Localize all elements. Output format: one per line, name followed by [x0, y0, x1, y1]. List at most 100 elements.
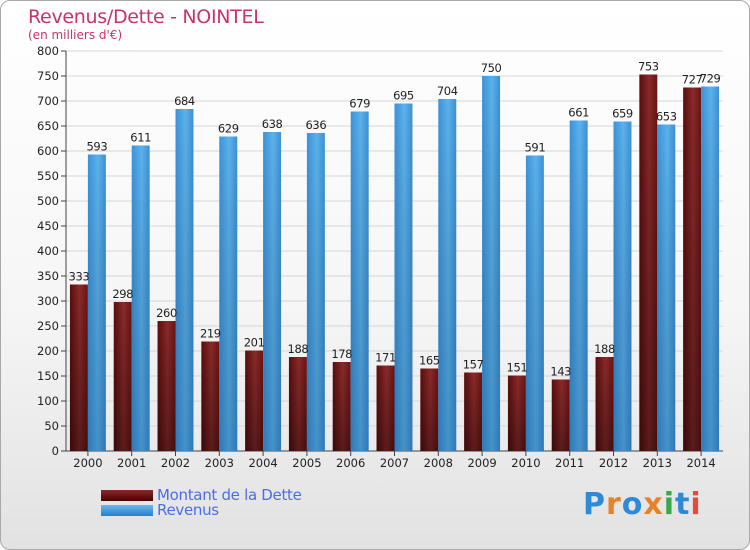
- data-label-revenue: 750: [481, 61, 502, 75]
- bar-shade-debt: [376, 365, 395, 451]
- logo-letter: r: [606, 487, 622, 522]
- data-label-revenue: 704: [437, 84, 458, 98]
- x-tick-label: 2004: [248, 456, 277, 470]
- data-label-revenue: 684: [174, 94, 195, 108]
- data-label-debt: 188: [594, 342, 615, 356]
- data-label-revenue: 729: [700, 72, 721, 86]
- data-label-debt: 143: [550, 365, 571, 379]
- data-label-revenue: 679: [349, 97, 370, 111]
- chart-title: Revenus/Dette - NOINTEL: [28, 6, 264, 28]
- bar-shade-revenue: [175, 109, 194, 451]
- y-tick-label: 450: [37, 219, 59, 233]
- data-label-debt: 201: [244, 336, 265, 350]
- data-label-debt: 219: [200, 327, 221, 341]
- logo-letter: o: [621, 487, 644, 522]
- data-label-revenue: 611: [130, 131, 151, 145]
- y-tick-label: 550: [37, 169, 59, 183]
- bar-shade-revenue: [613, 121, 632, 451]
- logo-letter: i: [663, 487, 676, 522]
- x-tick-label: 2009: [467, 456, 496, 470]
- chart-subtitle: (en milliers d'€): [28, 28, 123, 42]
- data-label-revenue: 638: [262, 117, 283, 131]
- data-label-debt: 165: [419, 354, 440, 368]
- bar-shade-debt: [201, 341, 220, 451]
- data-label-debt: 260: [156, 306, 177, 320]
- bar-shade-revenue: [657, 124, 676, 451]
- data-label-debt: 753: [638, 60, 659, 74]
- bar-shade-revenue: [438, 99, 457, 451]
- bar-shade-debt: [245, 350, 264, 451]
- proxiti-logo: Proxiti: [583, 487, 702, 522]
- bar-shade-debt: [157, 321, 176, 451]
- y-tick-label: 0: [52, 444, 59, 458]
- bars: [69, 74, 720, 456]
- y-tick-label: 300: [37, 294, 59, 308]
- y-tick-label: 350: [37, 269, 59, 283]
- bar-shade-revenue: [263, 132, 282, 451]
- bar-shade-debt: [288, 357, 307, 451]
- y-tick-label: 800: [37, 44, 59, 58]
- y-tick-label: 500: [37, 194, 59, 208]
- bar-shade-revenue: [394, 103, 413, 451]
- bar-shade-debt: [69, 284, 88, 451]
- x-tick-label: 2010: [511, 456, 540, 470]
- data-label-revenue: 661: [568, 106, 589, 120]
- data-label-revenue: 653: [656, 110, 677, 124]
- x-tick-label: 2013: [643, 456, 672, 470]
- y-tick-label: 650: [37, 119, 59, 133]
- logo-letter: t: [675, 487, 691, 522]
- x-tick-label: 2001: [117, 456, 146, 470]
- x-tick-label: 2003: [205, 456, 234, 470]
- x-tick-label: 2008: [424, 456, 453, 470]
- y-tick-label: 250: [37, 319, 59, 333]
- data-label-revenue: 695: [393, 89, 414, 103]
- legend-swatch-revenue: [101, 505, 153, 516]
- data-label-revenue: 636: [306, 118, 327, 132]
- y-tick-label: 400: [37, 244, 59, 258]
- bar-shade-revenue: [219, 136, 238, 451]
- bar-shade-debt: [551, 379, 570, 451]
- x-tick-label: 2002: [161, 456, 190, 470]
- data-label-debt: 727: [682, 73, 703, 87]
- y-tick-label: 750: [37, 69, 59, 83]
- x-tick-label: 2014: [686, 456, 715, 470]
- data-label-debt: 151: [507, 361, 528, 375]
- bar-shade-revenue: [350, 111, 369, 451]
- bar-shade-debt: [507, 375, 526, 451]
- bar-shade-revenue: [482, 76, 501, 451]
- x-tick-label: 2005: [292, 456, 321, 470]
- data-label-debt: 298: [112, 287, 133, 301]
- x-tick-label: 2011: [555, 456, 584, 470]
- legend-label-revenue: Revenus: [157, 501, 219, 519]
- data-labels: 333 593 2000 298 611 2001 260 684 2002 219 629 2003…: [69, 60, 721, 471]
- x-tick-label: 2000: [73, 456, 102, 470]
- bar-shade-revenue: [701, 86, 720, 451]
- y-tick-label: 700: [37, 94, 59, 108]
- data-label-revenue: 629: [218, 122, 239, 136]
- legend-label-debt: Montant de la Dette: [157, 486, 302, 504]
- bar-shade-debt: [332, 362, 351, 451]
- legend-swatch-debt: [101, 490, 153, 501]
- data-label-debt: 178: [331, 347, 352, 361]
- data-label-debt: 171: [375, 351, 396, 365]
- bar-shade-debt: [683, 87, 702, 451]
- data-label-debt: 157: [463, 358, 484, 372]
- bar-shade-debt: [639, 74, 658, 451]
- y-tick-label: 50: [44, 419, 59, 433]
- bar-shade-debt: [420, 368, 439, 451]
- y-tick-label: 100: [37, 394, 59, 408]
- x-tick-label: 2006: [336, 456, 365, 470]
- bar-shade-debt: [113, 302, 132, 451]
- data-label-revenue: 659: [612, 107, 633, 121]
- y-tick-label: 600: [37, 144, 59, 158]
- data-label-revenue: 591: [525, 141, 546, 155]
- logo-letter: x: [643, 487, 664, 522]
- y-tick-label: 200: [37, 344, 59, 358]
- data-label-debt: 333: [69, 270, 90, 284]
- logo-letter: i: [690, 487, 702, 522]
- bar-shade-debt: [464, 372, 483, 451]
- bar-shade-debt: [595, 357, 614, 451]
- bar-shade-revenue: [306, 133, 325, 451]
